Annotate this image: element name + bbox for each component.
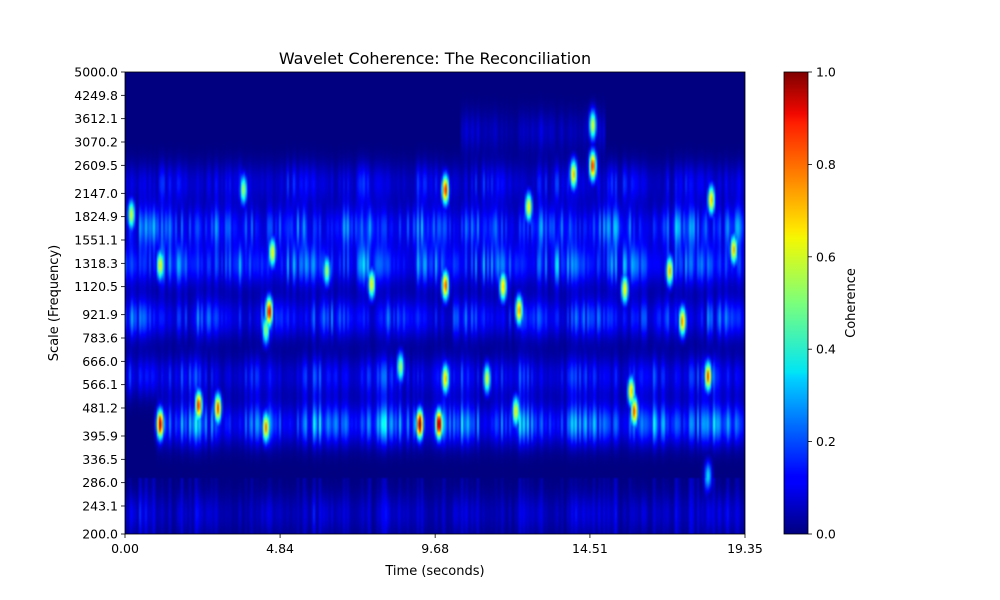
y-tick-label: 5000.0: [74, 65, 118, 80]
colorbar-tick-label: 0.0: [816, 527, 836, 542]
y-tick-label: 1120.5: [74, 279, 118, 294]
colorbar-tick-label: 0.4: [816, 342, 836, 357]
y-tick-label: 336.5: [82, 452, 118, 467]
x-tick-label: 0.00: [111, 541, 139, 556]
coherence-heatmap: [125, 72, 745, 534]
x-axis-ticks: 0.00 4.84 9.68 14.51 19.35: [111, 534, 763, 556]
y-tick-label: 243.1: [82, 498, 118, 513]
y-tick-label: 286.0: [82, 475, 118, 490]
x-tick-label: 4.84: [266, 541, 294, 556]
y-axis-label: Scale (Frequency): [47, 245, 62, 361]
y-tick-label: 3070.2: [74, 134, 118, 149]
y-tick-label: 921.9: [82, 307, 118, 322]
y-tick-label: 2609.5: [74, 158, 118, 173]
colorbar: [783, 71, 809, 535]
y-tick-label: 481.2: [82, 400, 118, 415]
colorbar-ticks: 0.0 0.2 0.4 0.6 0.8 1.0: [808, 65, 836, 542]
x-tick-label: 14.51: [572, 541, 608, 556]
colorbar-tick-label: 0.8: [816, 157, 836, 172]
y-tick-label: 200.0: [82, 527, 118, 542]
x-tick-label: 19.35: [727, 541, 763, 556]
y-tick-label: 3612.1: [74, 111, 118, 126]
colorbar-tick-label: 0.2: [816, 434, 836, 449]
x-tick-label: 9.68: [421, 541, 449, 556]
y-tick-label: 1318.3: [74, 256, 118, 271]
y-tick-label: 1824.9: [74, 209, 118, 224]
colorbar-tick-label: 0.6: [816, 249, 836, 264]
y-tick-label: 2147.0: [74, 186, 118, 201]
y-axis-ticks: 200.0 243.1 286.0 336.5 395.9 481.2 566.1 666.0…: [74, 65, 125, 542]
x-axis-label: Time (seconds): [384, 564, 484, 579]
colorbar-tick-label: 1.0: [816, 65, 836, 80]
y-tick-label: 395.9: [82, 428, 118, 443]
y-tick-label: 666.0: [82, 354, 118, 369]
y-tick-label: 783.6: [82, 331, 118, 346]
y-tick-label: 566.1: [82, 377, 118, 392]
y-tick-label: 1551.1: [74, 232, 118, 247]
y-tick-label: 4249.8: [74, 88, 118, 103]
chart-title: Wavelet Coherence: The Reconciliation: [279, 49, 591, 68]
colorbar-label: Coherence: [844, 268, 859, 338]
